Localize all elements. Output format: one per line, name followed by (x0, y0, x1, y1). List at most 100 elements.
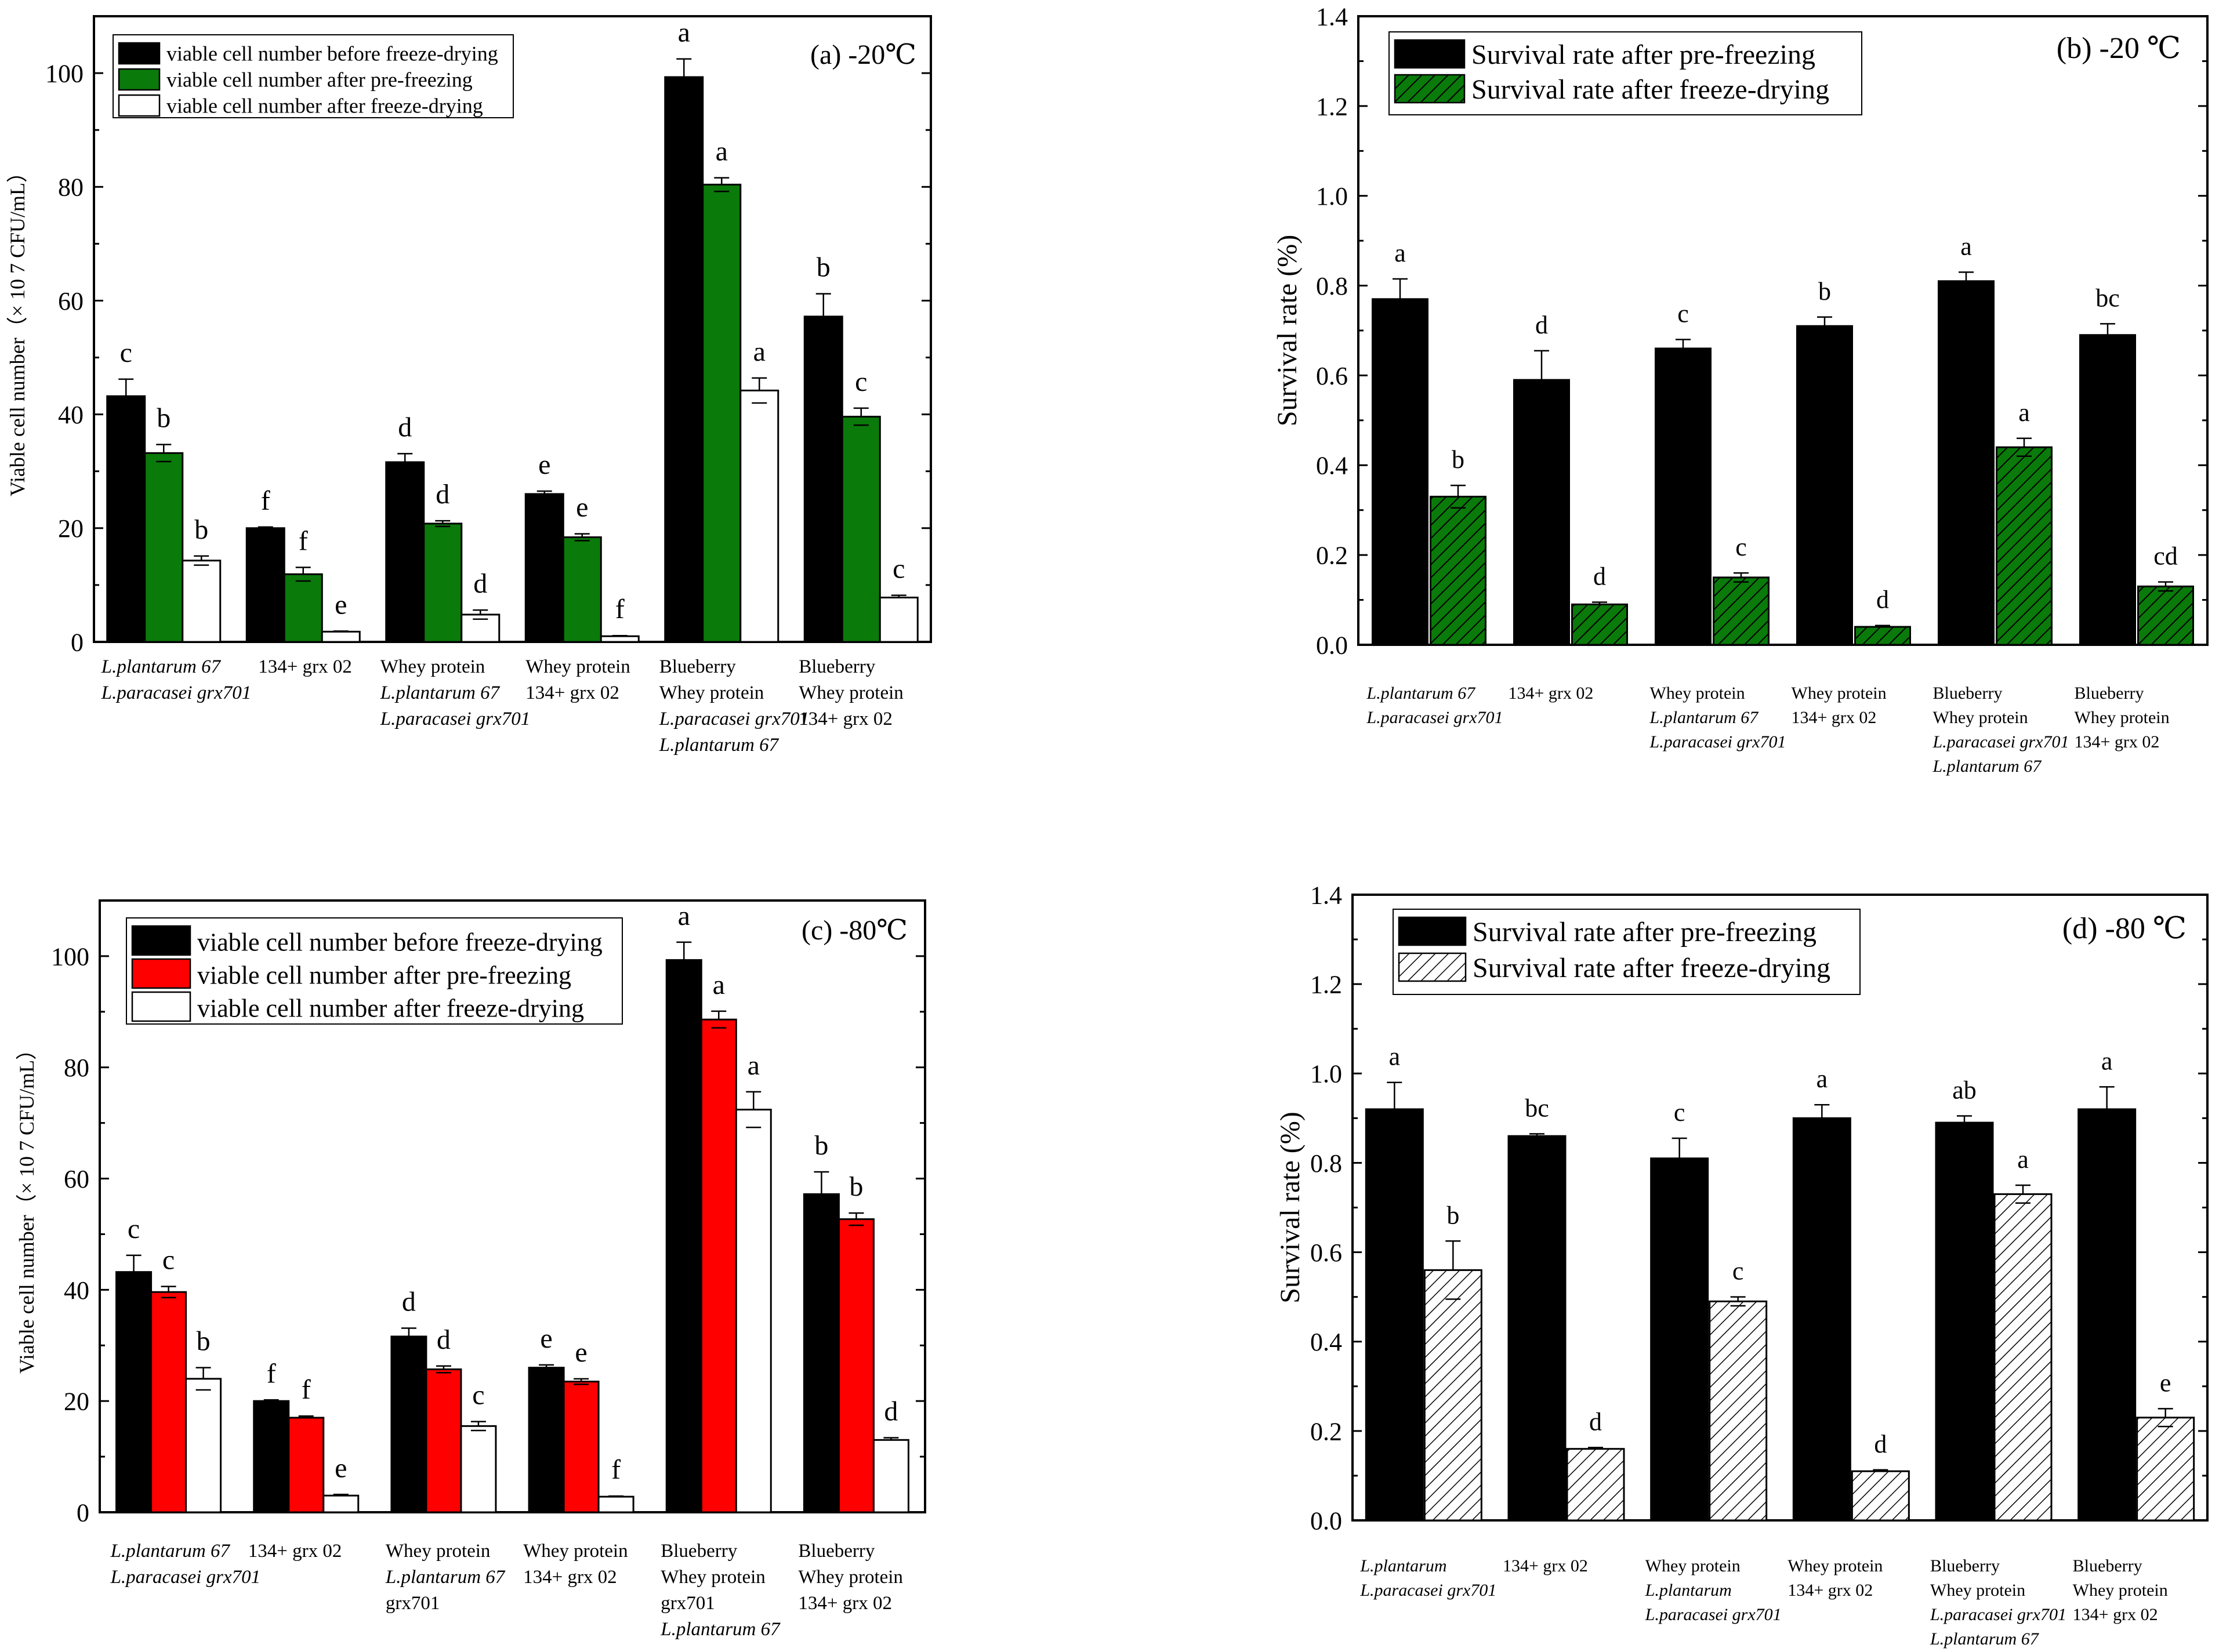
category-label: Blueberry (799, 656, 875, 677)
bar (1430, 495, 1486, 646)
y-tick-label: 60 (64, 1165, 89, 1193)
bar (1566, 1448, 1625, 1522)
y-tick-label: 1.0 (1316, 182, 1348, 210)
category-label: Whey protein (1645, 1556, 1741, 1575)
legend-swatch (131, 925, 191, 956)
significance-letter: d (884, 1396, 898, 1426)
category-label: Whey protein (1787, 1556, 1883, 1575)
bar (1796, 325, 1853, 646)
category-label: Blueberry (1933, 684, 2003, 703)
category-label: L.plantarum 67 (1930, 1629, 2040, 1649)
bar (390, 1335, 427, 1513)
bar (106, 395, 146, 643)
significance-letter: c (1674, 1098, 1685, 1127)
category-label: 134+ grx 02 (525, 682, 619, 703)
panel-b-chart: 0.0 0.2 0.4 0.6 0.8 1.0 1.2 1.4 Survival rate (%… (1272, 2, 2209, 776)
significance-letter: d (1589, 1407, 1602, 1436)
category-label: 134+ grx 02 (1787, 1581, 1873, 1600)
legend-label: viable cell number before freeze-drying (166, 42, 498, 66)
significance-letter: ab (1952, 1076, 1977, 1105)
bar (563, 1381, 600, 1513)
panel-title: (b) -20 ℃ (2057, 32, 2181, 65)
bar (115, 1271, 153, 1513)
category-label: 134+ grx 02 (2073, 1605, 2158, 1624)
significance-letter: f (611, 1454, 621, 1485)
bar (425, 1368, 462, 1513)
bar (879, 596, 919, 643)
category-label: L.plantarum 67 (1649, 708, 1760, 727)
category-label: L.paracasei grx701 (101, 682, 252, 703)
category-label: L.plantarum 67 (660, 1619, 781, 1640)
y-tick-label: 0.2 (1310, 1417, 1342, 1446)
bar (288, 1417, 325, 1513)
y-axis-label: Survival rate (%) (1275, 1112, 1306, 1304)
category-label: L.paracasei grx701 (380, 709, 531, 729)
significance-letter: c (1677, 299, 1689, 328)
bar (700, 1018, 737, 1513)
bar (1507, 1135, 1567, 1522)
bar (1713, 576, 1770, 646)
significance-letter: c (120, 337, 132, 368)
legend-swatch (118, 68, 161, 91)
bar (253, 1400, 290, 1513)
category-label: 134+ grx 02 (799, 709, 893, 729)
category-label: L.paracasei grx701 (110, 1567, 261, 1588)
y-tick-label: 40 (58, 401, 84, 429)
bar (2077, 1108, 2137, 1522)
significance-letter: f (302, 1374, 311, 1405)
bar (702, 183, 742, 643)
bar (1650, 1157, 1709, 1522)
category-label: Whey protein (523, 1541, 628, 1562)
significance-letter: c (855, 366, 867, 397)
category-label: 134+ grx 02 (1509, 684, 1594, 703)
category-label: 134+ grx 02 (258, 656, 352, 677)
bar (150, 1291, 187, 1513)
legend-label: viable cell number after pre-freezing (197, 961, 571, 990)
legend-label: Survival rate after freeze-drying (1471, 74, 1829, 105)
significance-letter: c (1732, 1257, 1744, 1286)
bar (1935, 1121, 1994, 1522)
category-label: 134+ grx 02 (798, 1593, 892, 1614)
y-tick-label: 0.4 (1310, 1328, 1342, 1356)
legend-label: viable cell number after pre-freezing (166, 68, 473, 92)
category-label: 134+ grx 02 (1503, 1556, 1588, 1575)
legend-swatch (1394, 39, 1466, 69)
legend-swatch (1394, 74, 1466, 104)
bar (562, 536, 602, 643)
y-tick-label: 1.0 (1310, 1060, 1342, 1088)
bar (185, 1378, 222, 1513)
significance-letter: a (716, 136, 728, 167)
y-tick-label: 60 (58, 287, 84, 315)
bar (322, 1494, 360, 1513)
category-label: grx701 (661, 1593, 715, 1614)
legend-label: viable cell number after freeze-drying (166, 95, 483, 118)
y-tick-label: 20 (58, 514, 84, 543)
category-label: Whey protein (386, 1541, 491, 1562)
category-label: L.plantarum 67 (659, 735, 779, 756)
legend-swatch (118, 94, 161, 117)
y-tick-label: 80 (58, 173, 84, 202)
significance-letter: d (398, 412, 412, 442)
category-label: Whey protein (661, 1567, 766, 1588)
y-tick-label: 0.4 (1316, 452, 1348, 480)
category-label: L.plantarum (1645, 1581, 1732, 1600)
category-label: Whey protein (2075, 708, 2170, 727)
significance-letter: b (1446, 1201, 1459, 1229)
y-axis-label: Survival rate (%) (1272, 235, 1303, 427)
plot-frame (99, 899, 926, 1513)
y-tick-label: 1.4 (1310, 881, 1342, 909)
y-tick-label: 0.0 (1316, 631, 1348, 659)
legend-box (1393, 909, 1861, 995)
significance-letter: c (893, 554, 905, 584)
bar (460, 1425, 497, 1513)
bar (524, 493, 564, 643)
significance-letter: d (402, 1287, 416, 1317)
bar (2136, 1417, 2195, 1522)
category-label: L.plantarum 67 (101, 656, 222, 677)
y-tick-label: 0 (71, 628, 84, 656)
significance-letter: b (1452, 445, 1464, 474)
significance-letter: a (1960, 232, 1972, 260)
bar (385, 461, 425, 643)
y-tick-label: 80 (64, 1054, 89, 1082)
significance-letter: bc (1525, 1094, 1549, 1122)
